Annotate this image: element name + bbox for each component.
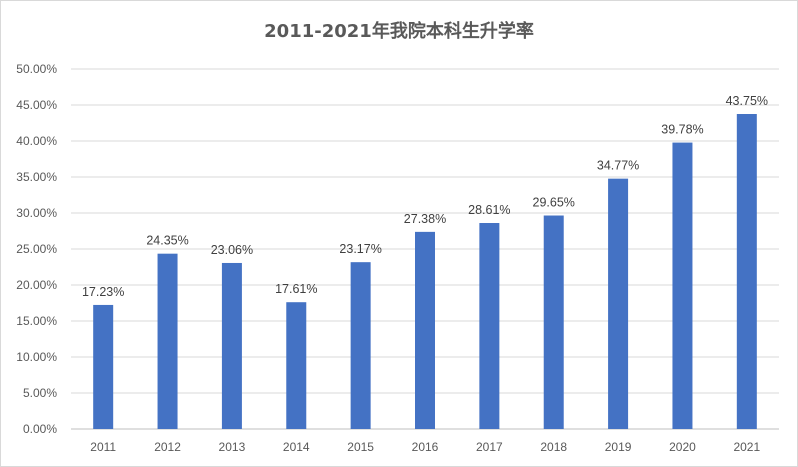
data-label: 29.65% (533, 196, 575, 210)
bar-2013 (221, 262, 242, 429)
y-tick-label: 45.00% (16, 98, 57, 112)
x-tick-label: 2017 (476, 440, 503, 454)
data-label: 34.77% (597, 159, 639, 173)
y-tick-label: 35.00% (16, 170, 57, 184)
x-tick-label: 2011 (90, 440, 116, 454)
y-tick-label: 50.00% (16, 62, 57, 76)
bar-2016 (415, 231, 435, 429)
x-tick-label: 2016 (412, 440, 439, 454)
x-tick-label: 2013 (219, 440, 246, 454)
data-label: 17.23% (82, 285, 124, 299)
bar-2017 (479, 223, 500, 429)
x-tick-label: 2012 (154, 440, 181, 454)
data-label: 23.17% (339, 242, 381, 256)
x-tick-label: 2021 (733, 440, 760, 454)
y-tick-label: 0.00% (23, 422, 57, 436)
y-tick-label: 10.00% (16, 350, 57, 364)
x-tick-label: 2015 (347, 440, 374, 454)
chart-title: 2011-2021年我院本科生升学率 (264, 21, 534, 42)
y-tick-label: 40.00% (16, 134, 57, 148)
bar-2021 (736, 114, 757, 429)
data-label: 17.61% (275, 282, 317, 296)
bar-2019 (608, 178, 629, 429)
bar-2014 (286, 302, 307, 429)
bar-2011 (93, 304, 114, 429)
bar-2015 (350, 262, 371, 429)
bar-2012 (157, 253, 178, 429)
data-label: 43.75% (726, 94, 768, 108)
data-label: 23.06% (211, 243, 253, 257)
data-label: 39.78% (661, 123, 703, 137)
y-tick-label: 20.00% (16, 278, 57, 292)
y-tick-label: 15.00% (16, 314, 57, 328)
y-tick-label: 30.00% (16, 206, 57, 220)
x-tick-label: 2018 (540, 440, 567, 454)
x-tick-label: 2020 (669, 440, 696, 454)
data-label: 28.61% (468, 203, 510, 217)
bar-2020 (672, 142, 693, 430)
data-label: 24.35% (146, 234, 188, 248)
y-tick-label: 5.00% (23, 386, 57, 400)
bar-2018 (543, 215, 564, 429)
data-label: 27.38% (404, 212, 446, 226)
x-tick-label: 2019 (605, 440, 632, 454)
y-tick-label: 25.00% (16, 242, 57, 256)
x-tick-label: 2014 (283, 440, 310, 454)
